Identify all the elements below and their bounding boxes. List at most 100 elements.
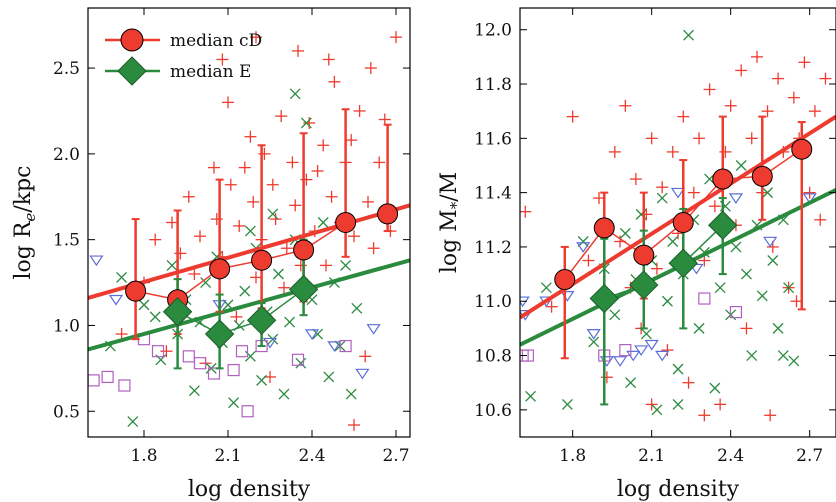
square-point — [182, 350, 195, 363]
e-median-marker — [589, 283, 619, 314]
cd-median-marker — [554, 269, 576, 291]
square-point — [193, 357, 207, 370]
square-point — [235, 345, 249, 358]
triangle-point — [612, 356, 628, 367]
x-tick-label: 2.1 — [214, 446, 241, 466]
cd-plus-point — [745, 132, 758, 145]
e-cross-point — [267, 208, 279, 220]
triangle-point — [327, 341, 342, 352]
cd-plus-point — [666, 145, 679, 158]
cd-plus-point — [390, 31, 402, 44]
triangle-point — [355, 368, 370, 380]
cd-plus-point — [188, 267, 201, 280]
cd-plus-point — [364, 62, 377, 75]
left-x-axis-label: log density — [188, 477, 311, 502]
e-cross-point — [619, 227, 631, 239]
cd-plus-point — [278, 281, 290, 294]
cd-median-marker — [125, 280, 147, 302]
cd-median-marker — [633, 244, 655, 266]
y-tick-label: 10.6 — [474, 401, 512, 421]
y-tick-label: 1.5 — [53, 231, 80, 251]
triangle-point — [366, 324, 381, 335]
cd-plus-point — [238, 161, 251, 174]
e-median-marker — [629, 270, 659, 300]
cd-plus-point — [182, 190, 195, 203]
e-cross-point — [640, 328, 652, 340]
cd-plus-point — [735, 64, 748, 77]
x-tick-label: 2.7 — [796, 446, 823, 466]
legend-e-marker — [117, 56, 147, 86]
cd-plus-point — [280, 242, 293, 255]
cd-plus-point — [250, 271, 262, 284]
cd-plus-point — [677, 110, 690, 123]
e-cross-point — [609, 309, 621, 321]
cd-plus-point — [258, 147, 271, 160]
cd-plus-point — [149, 233, 162, 246]
left-plot-frame — [87, 7, 411, 438]
square-point — [619, 344, 632, 357]
e-median-marker — [204, 319, 235, 349]
e-cross-point — [693, 322, 705, 334]
cd-plus-point — [250, 31, 262, 44]
e-cross-point — [244, 225, 256, 237]
e-cross-point — [295, 357, 307, 369]
y-tick-label: 11.0 — [474, 292, 512, 312]
x-tick-label: 2.4 — [717, 446, 744, 466]
cd-plus-point — [566, 110, 579, 123]
e-cross-point — [340, 259, 352, 271]
e-cross-point — [166, 259, 178, 271]
cd-plus-point — [582, 254, 595, 267]
cd-plus-point — [803, 186, 816, 199]
cd-median-marker — [751, 165, 773, 187]
right-x-axis-label: log density — [617, 477, 740, 502]
e-cross-point — [525, 390, 536, 402]
triangle-point — [728, 193, 744, 204]
cd-plus-point — [645, 398, 658, 411]
cd-plus-point — [325, 190, 338, 203]
e-cross-point — [188, 385, 200, 397]
e-median-marker — [288, 274, 319, 305]
x-tick-label: 1.8 — [130, 446, 157, 466]
cd-plus-point — [286, 156, 299, 169]
e-cross-point — [656, 192, 668, 204]
triangle-point — [670, 187, 686, 199]
cd-plus-point — [714, 398, 727, 411]
y-tick-label: 11.8 — [474, 75, 512, 95]
legend-cd-label: median cD — [170, 31, 262, 51]
left-y-axis-label: log Re/kpc — [11, 166, 39, 280]
cd-plus-point — [640, 208, 653, 221]
right-chart-panel: 1.8 2.1 2.4 2.7 10.6 10.8 11.0 11.2 11.4 11.6 11.8… — [437, 7, 836, 502]
y-tick-label: 12.0 — [474, 21, 512, 41]
e-cross-point — [783, 282, 795, 294]
square-point — [118, 379, 131, 392]
cd-plus-point — [320, 259, 332, 272]
cd-plus-point — [328, 75, 341, 88]
e-cross-point — [284, 316, 296, 328]
e-cross-point — [756, 290, 768, 302]
e-cross-point — [588, 336, 600, 348]
cd-median-marker — [791, 138, 813, 160]
e-cross-point — [667, 236, 679, 247]
cd-plus-point — [317, 139, 330, 152]
cd-plus-point — [687, 186, 700, 199]
triangle-point — [634, 345, 649, 356]
x-tick-label: 2.7 — [382, 446, 409, 466]
e-cross-point — [228, 397, 240, 409]
cd-plus-point — [294, 259, 307, 272]
square-point — [151, 345, 165, 358]
cd-plus-point — [345, 134, 358, 147]
y-tick-label: 11.4 — [474, 184, 512, 204]
e-cross-point — [746, 350, 758, 362]
cd-plus-point — [693, 132, 706, 145]
e-cross-point — [561, 398, 573, 410]
cd-plus-point — [682, 376, 695, 389]
cd-plus-point — [160, 345, 173, 358]
e-cross-point — [767, 255, 779, 266]
cd-plus-point — [619, 99, 632, 112]
cd-plus-point — [362, 195, 374, 208]
cd-plus-point — [724, 99, 737, 112]
e-cross-point — [312, 328, 324, 340]
cd-plus-point — [378, 113, 391, 126]
right-y-axis-label: log M*/M — [437, 172, 465, 273]
